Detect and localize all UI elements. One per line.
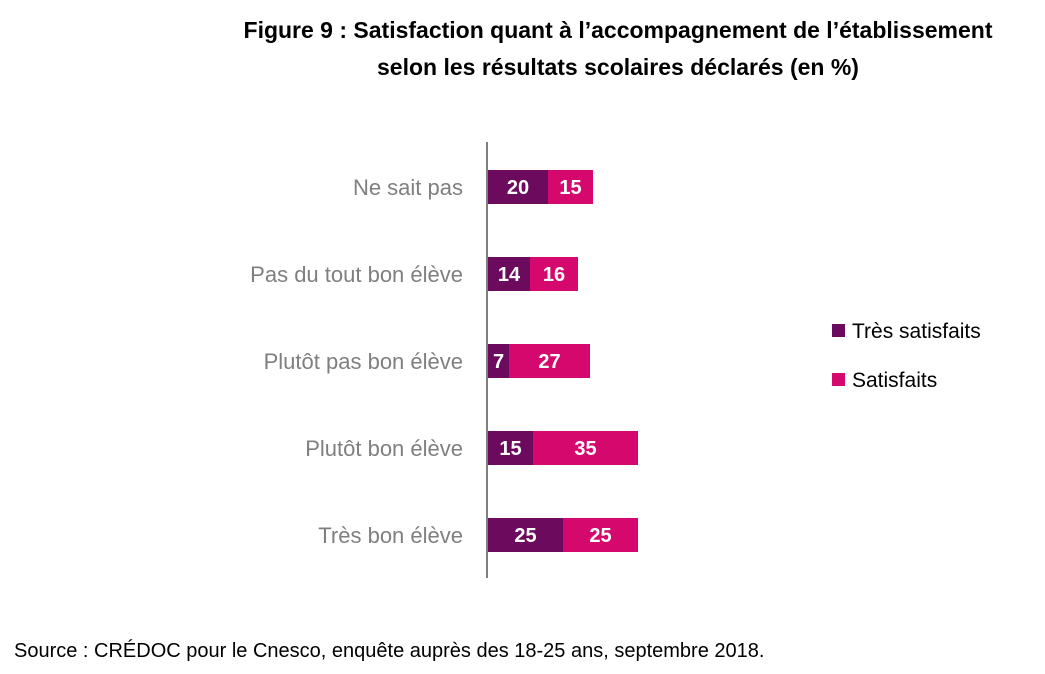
category-label: Plutôt pas bon élève	[264, 349, 463, 374]
bar-segment	[533, 431, 638, 465]
category-label: Ne sait pas	[353, 175, 463, 200]
bar-segment	[509, 344, 590, 378]
bars-group: 20 15 14 16 7 27 15 35 25 25	[488, 170, 638, 552]
bar-value-label: 7	[493, 351, 504, 373]
legend: Très satisfaits Satisfaits	[832, 320, 981, 392]
category-labels-group: Ne sait pas Pas du tout bon élève Plutôt p…	[250, 175, 463, 548]
bar-value-label: 20	[507, 177, 529, 199]
category-label: Plutôt bon élève	[305, 436, 463, 461]
source-note: Source : CRÉDOC pour le Cnesco, enquête …	[14, 640, 765, 662]
legend-label: Très satisfaits	[852, 320, 981, 343]
bar-segment	[488, 431, 533, 465]
chart-title: Figure 9 : Satisfaction quant à l’accomp…	[180, 12, 1045, 86]
bar-value-label: 27	[538, 351, 560, 373]
chart-title-line-2: selon les résultats scolaires déclarés (…	[377, 54, 859, 80]
bar-value-label: 25	[589, 525, 611, 547]
bar-value-label: 25	[514, 525, 536, 547]
bar-value-label: 14	[498, 264, 521, 286]
legend-swatch	[832, 324, 845, 337]
bar-segment	[488, 344, 509, 378]
category-label: Très bon élève	[318, 523, 463, 548]
bar-value-label: 16	[543, 264, 565, 286]
bar-segment	[530, 257, 578, 291]
bar-value-label: 35	[574, 438, 596, 460]
legend-swatch	[832, 373, 845, 386]
category-label: Pas du tout bon élève	[250, 262, 463, 287]
bar-value-label: 15	[499, 438, 521, 460]
bar-segment	[488, 170, 548, 204]
bar-segment	[488, 257, 530, 291]
bar-segment	[548, 170, 593, 204]
chart-title-line-1: Figure 9 : Satisfaction quant à l’accomp…	[243, 17, 993, 43]
legend-label: Satisfaits	[852, 369, 937, 392]
bar-segment	[488, 518, 563, 552]
bar-segment	[563, 518, 638, 552]
bar-value-label: 15	[559, 177, 581, 199]
